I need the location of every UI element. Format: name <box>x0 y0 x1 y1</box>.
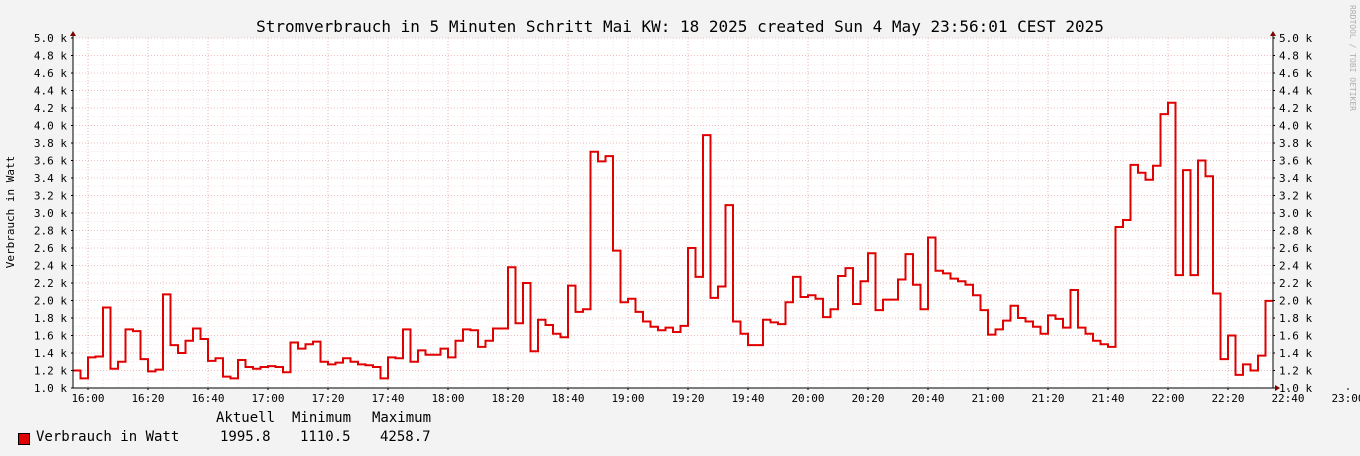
x-tick-label: 21:20 <box>1031 392 1064 405</box>
y-tick-label-right: 1.2 k <box>1279 365 1312 378</box>
y-tick-label-left: 2.4 k <box>34 260 67 273</box>
legend-value-maximum: 4258.7 <box>380 429 431 445</box>
legend-header-aktuell: Aktuell <box>216 410 276 426</box>
x-tick-label: 17:40 <box>371 392 404 405</box>
y-tick-label-right: 2.0 k <box>1279 295 1312 308</box>
y-tick-label-left: 2.6 k <box>34 242 67 255</box>
y-tick-label-right: 3.8 k <box>1279 137 1312 150</box>
y-tick-label-left: 5.0 k <box>34 32 67 45</box>
y-tick-label-left: 1.8 k <box>34 312 67 325</box>
x-tick-label: 20:40 <box>911 392 944 405</box>
x-axis-arrow <box>1275 385 1280 391</box>
legend-swatch <box>18 433 30 445</box>
x-axis: 16:00 16:20 16:40 17:00 17:20 17:40 18:00 18:20… <box>71 388 1360 405</box>
y-tick-label-right: 1.6 k <box>1279 330 1312 343</box>
y-tick-label-right: 3.2 k <box>1279 190 1312 203</box>
y-tick-label-right: 3.4 k <box>1279 172 1312 185</box>
y-tick-label-left: 4.6 k <box>34 67 67 80</box>
x-tick-label: 16:00 <box>71 392 104 405</box>
y-tick-label-right: 1.0 k <box>1279 382 1312 395</box>
x-tick-label: 22:20 <box>1211 392 1244 405</box>
x-tick-label: 19:00 <box>611 392 644 405</box>
x-tick-label: 22:00 <box>1151 392 1184 405</box>
y-axis-label: Verbrauch in Watt <box>4 156 17 269</box>
y-tick-label-right: 4.2 k <box>1279 102 1312 115</box>
y-tick-label-right: 3.6 k <box>1279 155 1312 168</box>
y-tick-label-left: 3.0 k <box>34 207 67 220</box>
y-tick-label-left: 4.2 k <box>34 102 67 115</box>
x-tick-label: 16:40 <box>191 392 224 405</box>
axes <box>70 31 1280 391</box>
x-tick-label: 23:00 <box>1331 392 1360 405</box>
y-tick-label-left: 2.8 k <box>34 225 67 238</box>
y-axis-arrow-left <box>70 31 76 36</box>
y-tick-label-right: 2.8 k <box>1279 225 1312 238</box>
x-tick-label: 21:00 <box>971 392 1004 405</box>
legend-value-aktuell: 1995.8 <box>220 429 271 445</box>
y-tick-label-left: 2.2 k <box>34 277 67 290</box>
y-tick-label-left: 1.6 k <box>34 330 67 343</box>
legend-series-label: Verbrauch in Watt <box>36 429 180 445</box>
x-tick-label: 17:20 <box>311 392 344 405</box>
y-tick-label-right: 1.4 k <box>1279 347 1312 360</box>
y-tick-label-right: 1.8 k <box>1279 312 1312 325</box>
x-tick-label: 17:00 <box>251 392 284 405</box>
y-axis-right: 1.0 k 1.2 k 1.4 k 1.6 k 1.8 k 2.0 k 2.2 k 2.4 k… <box>1273 32 1312 395</box>
watermark: RRDTOOL / TOBI OETIKER <box>1348 5 1357 111</box>
y-tick-label-left: 3.2 k <box>34 190 67 203</box>
chart-title: Stromverbrauch in 5 Minuten Schritt Mai … <box>256 17 1104 36</box>
y-tick-label-right: 4.0 k <box>1279 120 1312 133</box>
y-tick-label-left: 2.0 k <box>34 295 67 308</box>
legend-header-maximum: Maximum <box>372 410 432 426</box>
y-tick-label-left: 4.8 k <box>34 50 67 63</box>
y-tick-label-left: 3.6 k <box>34 155 67 168</box>
x-tick-label: 16:20 <box>131 392 164 405</box>
x-tick-label: 20:00 <box>791 392 824 405</box>
x-tick-label: 18:00 <box>431 392 464 405</box>
y-axis-arrow-right <box>1270 31 1276 36</box>
x-tick-label: 21:40 <box>1091 392 1124 405</box>
x-tick-label: 19:40 <box>731 392 764 405</box>
x-tick-label: 18:40 <box>551 392 584 405</box>
y-tick-label-left: 1.2 k <box>34 365 67 378</box>
y-tick-label-right: 4.8 k <box>1279 50 1312 63</box>
y-tick-label-left: 3.8 k <box>34 137 67 150</box>
y-tick-label-right: 2.2 k <box>1279 277 1312 290</box>
y-tick-label-left: 4.4 k <box>34 85 67 98</box>
legend-value-minimum: 1110.5 <box>300 429 351 445</box>
x-tick-label: 22:40 <box>1271 392 1304 405</box>
y-tick-label-right: 2.6 k <box>1279 242 1312 255</box>
x-tick-label: 19:20 <box>671 392 704 405</box>
y-tick-label-right: 5.0 k <box>1279 32 1312 45</box>
x-tick-label: 18:20 <box>491 392 524 405</box>
y-tick-label-right: 4.4 k <box>1279 85 1312 98</box>
y-tick-label-left: 3.4 k <box>34 172 67 185</box>
y-tick-label-right: 3.0 k <box>1279 207 1312 220</box>
y-tick-label-left: 1.0 k <box>34 382 67 395</box>
y-tick-label-right: 2.4 k <box>1279 260 1312 273</box>
x-tick-label: 20:20 <box>851 392 884 405</box>
legend-header-minimum: Minimum <box>292 410 352 426</box>
series-line-verbrauch <box>73 101 1273 380</box>
y-tick-label-left: 1.4 k <box>34 347 67 360</box>
y-tick-label-left: 4.0 k <box>34 120 67 133</box>
y-tick-label-right: 4.6 k <box>1279 67 1312 80</box>
